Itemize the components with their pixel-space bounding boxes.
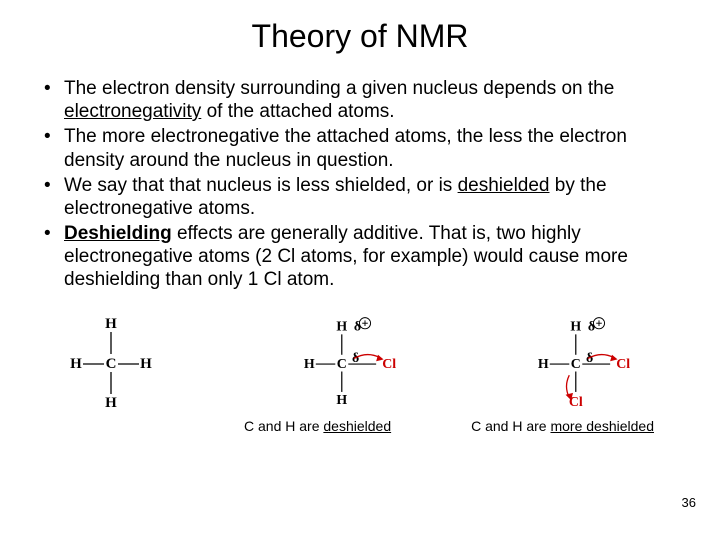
- bullet-3-pre: We say that that nucleus is less shielde…: [64, 175, 458, 196]
- caption-2-underline: more deshielded: [550, 418, 654, 434]
- caption-1-pre: C and H are: [244, 418, 323, 434]
- svg-text:H: H: [304, 356, 315, 371]
- svg-text:C: C: [571, 356, 581, 371]
- svg-text:C: C: [337, 356, 347, 371]
- bullet-4: Deshielding effects are generally additi…: [44, 222, 684, 292]
- bullet-1-post: of the attached atoms.: [201, 101, 394, 122]
- svg-text:H: H: [336, 319, 347, 334]
- svg-text:H: H: [70, 356, 82, 372]
- svg-text:H: H: [105, 316, 117, 332]
- bullet-3-underline: deshielded: [458, 175, 550, 196]
- molecule-ch3cl: H δ H C δ Cl H: [300, 310, 430, 420]
- caption-2: C and H are more deshielded: [471, 418, 654, 434]
- molecule-ch4: H H C H H: [66, 310, 196, 420]
- svg-text:H: H: [538, 356, 549, 371]
- slide-title: Theory of NMR: [36, 18, 684, 55]
- page-number: 36: [682, 495, 696, 510]
- bullet-2: The more electronegative the attached at…: [44, 125, 684, 171]
- bullet-4-bold-underline: Deshielding: [64, 223, 172, 244]
- svg-text:C: C: [106, 356, 117, 372]
- svg-text:H: H: [570, 319, 581, 334]
- caption-2-pre: C and H are: [471, 418, 550, 434]
- diagram-captions: C and H are deshielded C and H are more …: [36, 418, 684, 434]
- bullet-list: The electron density surrounding a given…: [36, 77, 684, 292]
- svg-text:H: H: [336, 393, 347, 408]
- bullet-1: The electron density surrounding a given…: [44, 77, 684, 123]
- bullet-3: We say that that nucleus is less shielde…: [44, 174, 684, 220]
- bullet-2-text: The more electronegative the attached at…: [64, 126, 627, 170]
- slide-container: Theory of NMR The electron density surro…: [0, 0, 720, 540]
- svg-text:H: H: [140, 356, 152, 372]
- svg-text:Cl: Cl: [569, 394, 583, 409]
- svg-text:Cl: Cl: [616, 356, 630, 371]
- molecule-diagrams: H H C H H H δ H C δ Cl H: [36, 310, 684, 420]
- svg-text:Cl: Cl: [382, 356, 396, 371]
- svg-text:H: H: [105, 395, 117, 411]
- bullet-1-underline: electronegativity: [64, 101, 201, 122]
- molecule-ch2cl2: H δ H C δ Cl Cl: [534, 310, 664, 420]
- caption-1: C and H are deshielded: [244, 418, 391, 434]
- bullet-1-pre: The electron density surrounding a given…: [64, 78, 614, 99]
- caption-1-underline: deshielded: [323, 418, 391, 434]
